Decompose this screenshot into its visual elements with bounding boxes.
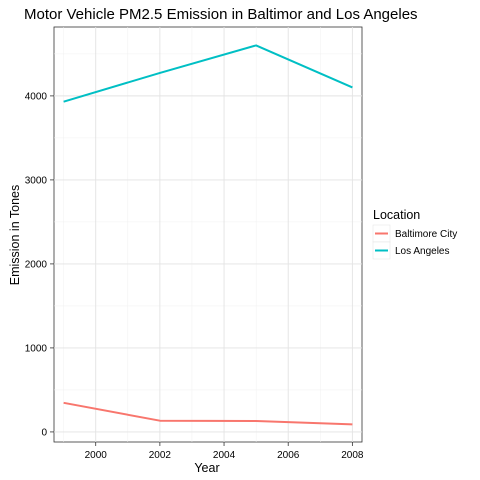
legend: Location Baltimore City Los Angeles bbox=[373, 208, 457, 259]
y-tick-label: 0 bbox=[41, 427, 47, 438]
x-tick-label: 2004 bbox=[213, 450, 236, 461]
x-tick-label: 2000 bbox=[85, 450, 108, 461]
y-tick-label: 4000 bbox=[25, 91, 48, 102]
legend-title: Location bbox=[373, 208, 420, 222]
legend-label: Los Angeles bbox=[395, 246, 450, 257]
plot-panel bbox=[54, 27, 362, 442]
chart-title: Motor Vehicle PM2.5 Emission in Baltimor… bbox=[24, 6, 418, 23]
y-tick-label: 1000 bbox=[25, 343, 48, 354]
y-tick-label: 3000 bbox=[25, 175, 48, 186]
x-tick-label: 2002 bbox=[149, 450, 172, 461]
y-tick-label: 2000 bbox=[25, 259, 48, 270]
legend-label: Baltimore City bbox=[395, 229, 457, 240]
y-axis-title: Emission in Tones bbox=[8, 185, 22, 286]
x-tick-label: 2006 bbox=[277, 450, 300, 461]
x-axis-title: Year bbox=[194, 461, 219, 475]
x-tick-label: 2008 bbox=[341, 450, 364, 461]
